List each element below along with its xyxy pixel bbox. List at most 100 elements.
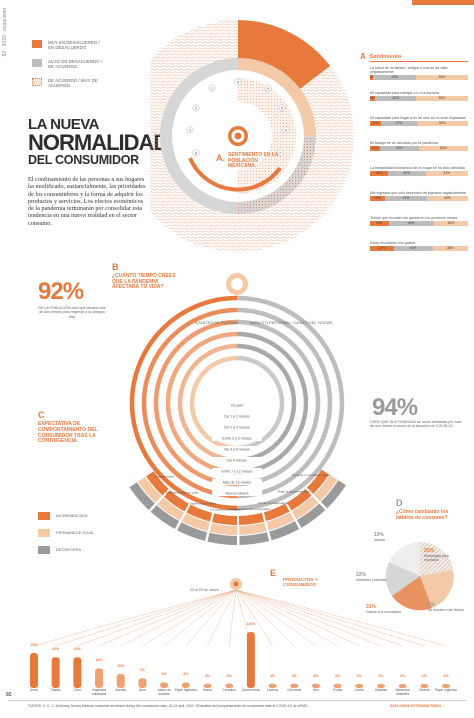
section-b-header: B: [112, 262, 119, 272]
period-label: De 4 a 6 meses: [224, 448, 249, 452]
period-label-bg: [212, 435, 262, 441]
product-bar: [181, 682, 190, 688]
legend-same-swatch: [38, 529, 50, 537]
product-bar: [246, 632, 255, 688]
habit-item: 25% Estrategias para requisitos: [424, 548, 464, 563]
product-label: Carnes frías: [241, 688, 260, 692]
behavior-segment: [212, 513, 237, 525]
product-label: Huevo: [202, 688, 213, 692]
sentiment-segment: 39%: [387, 171, 426, 177]
section-c-header: C EXPECTATIVA DE COMPORTAMIENTO DEL CONS…: [38, 410, 108, 445]
right-label: IMPACTO PERSONAL / GASTO DEL HOGAR: [250, 320, 333, 325]
sentiment-heading: Sentimiento: [369, 53, 402, 60]
sentiment-segment: 35%: [433, 221, 468, 227]
product-label: Vegetales enlatados: [91, 688, 107, 696]
sentiment-segment: 40%: [393, 246, 433, 252]
stat-92: 92%: [38, 278, 84, 306]
habit-item: 19% Marcas: [374, 532, 414, 542]
ring-number: 7: [279, 150, 282, 155]
sentiment-row: Mis ingresos que solo dependen de ingres…: [370, 191, 468, 202]
product-pct: 14%: [95, 658, 103, 663]
arc-left: [129, 295, 238, 511]
sentiment-segment: 36%: [432, 246, 468, 252]
product-connector: [235, 589, 338, 647]
product-connector: [235, 589, 295, 647]
behavior-segment: [296, 503, 326, 528]
behavior-category-label: Comprar alimentos preparados: [229, 507, 271, 511]
behavior-segment: [266, 512, 295, 531]
section-b-letter: B: [112, 262, 119, 272]
behavior-segment: [239, 532, 270, 545]
period-label-bg: [212, 424, 262, 430]
period-label-bg: [212, 402, 262, 408]
product-bar: [311, 683, 320, 688]
product-connector: [207, 589, 237, 647]
behavior-category-label: Viajes a supermercados: [278, 489, 311, 493]
behavior-segment: [209, 523, 237, 535]
sentiment-segment: 3%: [370, 75, 375, 81]
product-pct: 22%: [73, 647, 81, 652]
sentiment-segment: 11%: [370, 121, 381, 127]
habit-pct: 3%: [428, 602, 436, 608]
product-pct: 3%: [226, 673, 232, 678]
product-pct: 4%: [161, 672, 167, 677]
behavior-segment: [163, 490, 189, 512]
sentiment-row: La salud de mi familia / amigos o mía se…: [370, 66, 468, 81]
behavior-segment: [306, 469, 330, 494]
sentiment-row: Estoy recortando mis gastos 24% 40% 36%: [370, 241, 468, 252]
behavior-segment: [146, 471, 169, 496]
legend-increase-label: INCREMENTARÁ: [56, 512, 88, 518]
ring-number: 4: [267, 85, 270, 90]
behavior-segment: [207, 532, 237, 545]
behavior-segment: [186, 504, 213, 522]
sentiment-segment: 15%: [370, 196, 385, 202]
product-label: Leche: [354, 688, 364, 692]
sentiment-segment: 24%: [370, 246, 394, 252]
behavior-category-label: Entretenimiento en casa: [166, 490, 199, 494]
product-pct: 3%: [313, 673, 319, 678]
stat-94: 94%: [372, 394, 418, 422]
sentiment-bar: 5% 42% 53%: [370, 96, 468, 102]
legend-increase-swatch: [38, 512, 50, 520]
sentiment-segment: 44%: [372, 75, 417, 81]
behavior-legend: INCREMENTARÁ PERMANECE IGUAL DECRECERÁ: [38, 512, 96, 554]
behavior-category-label: Visitas a bares: [155, 474, 175, 478]
product-connector: [163, 589, 237, 647]
product-connector: [98, 589, 237, 647]
behavior-segment: [263, 503, 290, 522]
period-label-bg: [212, 457, 262, 463]
behavior-category-label: Ir a centros comerciales: [210, 507, 242, 511]
section-d-letter: D: [396, 498, 403, 508]
product-connector: [228, 589, 237, 647]
behavior-segment: [313, 474, 338, 502]
sentiment-segment: 18%: [370, 171, 388, 177]
period-label-bg: [212, 479, 262, 485]
sentiment-segment: 50%: [419, 146, 468, 152]
product-bar: [268, 683, 277, 688]
sentiment-segment: 37%: [380, 121, 418, 127]
sentiment-segment: 43%: [425, 171, 468, 177]
sentiment-divider: [370, 61, 468, 62]
product-bar: [51, 657, 60, 688]
product-pct: 3%: [334, 673, 341, 678]
product-pct: 2%: [443, 674, 449, 678]
product-bar: [290, 683, 299, 688]
sentiment-bar: 3%44%53%: [370, 75, 468, 81]
behavior-segment: [157, 497, 185, 521]
legend-decrease-swatch: [38, 546, 50, 554]
sentiment-question: La tranquilidad económica de mi hogar se…: [370, 166, 465, 170]
habit-label: Gastos a la normalidad: [366, 610, 401, 614]
title-line-1: LA NUEVA: [28, 116, 100, 133]
behavior-segment: [320, 480, 346, 509]
behavior-category-label: Viajes vacacionales: [190, 502, 217, 506]
period-label: Nunca volverá: [226, 492, 249, 496]
product-pct: 2%: [378, 674, 384, 678]
section-b-question: ¿CUÁNTO TIEMPO CREES QUE LA PANDEMIA AFE…: [112, 273, 176, 291]
product-label: Frutas: [332, 688, 343, 692]
period-label-bg: [212, 490, 262, 496]
section-d-title: ¿Cómo cambiarán los hábitos de consumo?: [396, 509, 449, 521]
sentiment-question: Tendré que recortar mis gastos en los pr…: [370, 216, 458, 220]
product-bar: [95, 668, 104, 688]
arc-right: [236, 295, 345, 511]
habit-pct: 25%: [424, 548, 435, 554]
